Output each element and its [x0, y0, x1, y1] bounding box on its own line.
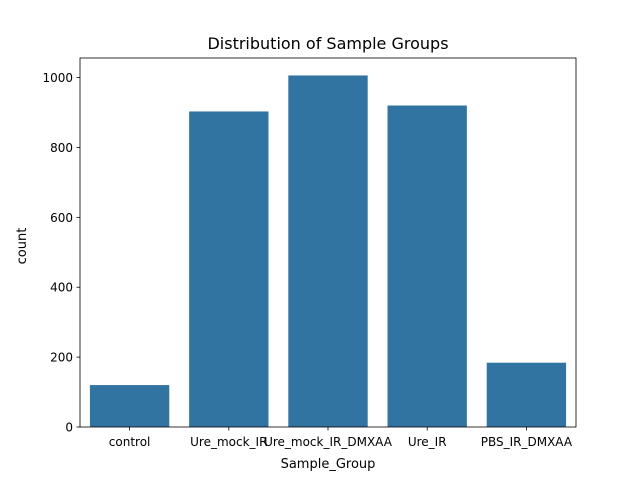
bar-pbs-ir-dmxaa	[486, 362, 567, 427]
x-tick-label: PBS_IR_DMXAA	[481, 435, 573, 449]
y-tick-label: 200	[50, 351, 73, 365]
chart-title: Distribution of Sample Groups	[207, 34, 448, 53]
y-tick-label: 800	[50, 141, 73, 155]
y-tick-label: 1000	[42, 71, 73, 85]
bar-control	[89, 385, 170, 427]
axes-layer: 0 200 400 600 800 1000 control Ure_mock_IRUre_m…	[42, 57, 577, 449]
y-tick-label: 400	[50, 281, 73, 295]
x-tick-label: Ure_mock_IR	[190, 435, 267, 449]
bar-ure-mock-ir-dmxaa	[288, 75, 368, 427]
y-tick-label: 600	[50, 211, 73, 225]
bar-ure-mock-ir	[189, 111, 269, 428]
bar-ure-ir	[387, 105, 467, 428]
y-axis-label: count	[15, 228, 30, 265]
bars-layer	[89, 75, 567, 428]
y-tick-label: 0	[65, 421, 73, 435]
x-tick-label: Ure_IR	[408, 435, 447, 449]
x-tick-label: control	[109, 435, 151, 449]
x-tick-label: Ure_mock_IR_DMXAA	[264, 435, 393, 449]
x-axis-label: Sample_Group	[281, 457, 376, 472]
